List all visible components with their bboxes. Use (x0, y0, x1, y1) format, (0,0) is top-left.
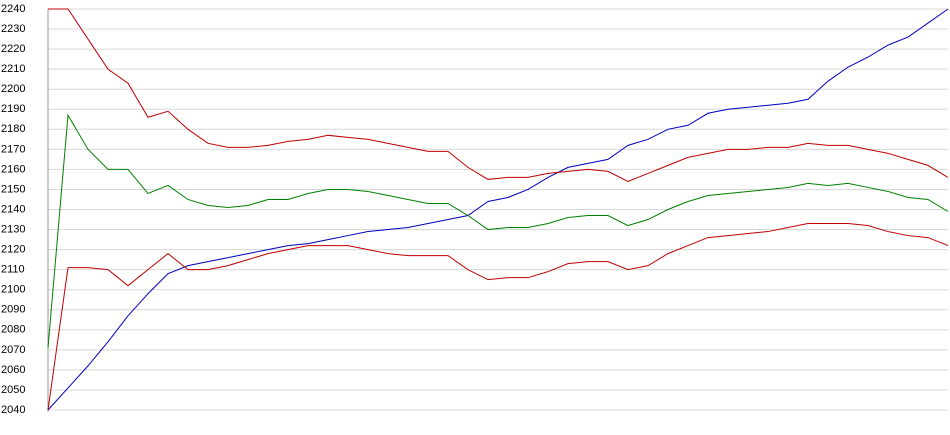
y-tick-label: 2120 (1, 244, 25, 256)
y-tick-label: 2140 (1, 203, 25, 215)
y-tick-label: 2080 (1, 324, 25, 336)
line (47, 223, 949, 411)
line (47, 8, 949, 411)
y-tick-label: 2220 (1, 43, 25, 55)
y-tick-label: 2100 (1, 284, 25, 296)
y-tick-label: 2170 (1, 143, 25, 155)
y-tick-label: 2190 (1, 103, 25, 115)
y-tick-label: 2070 (1, 344, 25, 356)
y-tick-label: 2240 (1, 3, 25, 15)
y-tick-label: 2230 (1, 23, 25, 35)
y-tick-label: 2040 (1, 404, 25, 416)
y-tick-label: 2200 (1, 83, 25, 95)
y-tick-label: 2060 (1, 364, 25, 376)
y-tick-label: 2090 (1, 304, 25, 316)
y-tick-label: 2150 (1, 183, 25, 195)
line (47, 113, 949, 348)
y-tick-label: 2110 (1, 264, 25, 276)
y-tick-label: 2210 (1, 63, 25, 75)
y-tick-label: 2180 (1, 123, 25, 135)
y-tick-label: 2160 (1, 163, 25, 175)
line (48, 8, 949, 182)
y-tick-label: 2050 (1, 384, 25, 396)
y-tick-label: 2130 (1, 223, 25, 235)
